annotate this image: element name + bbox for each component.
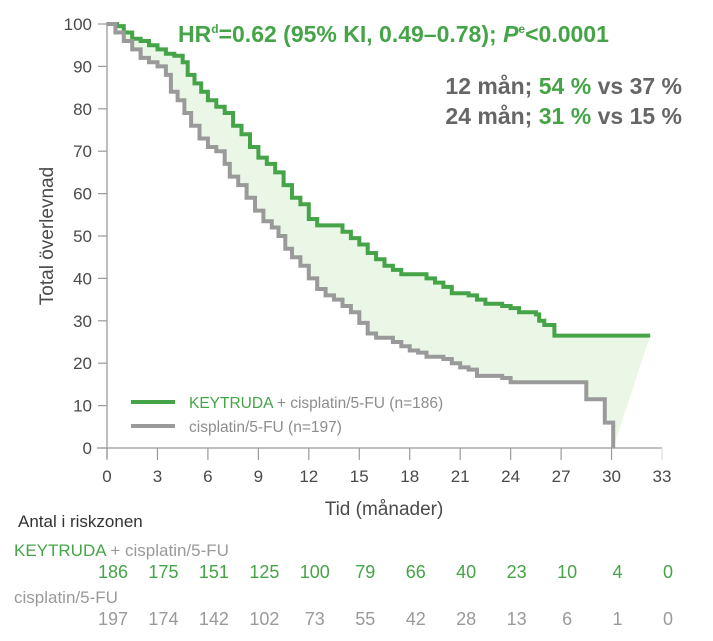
risk-group-label-control: cisplatin/5-FU <box>14 588 118 607</box>
x-axis: 0 3 6 9 12 15 18 21 24 27 30 33 <box>97 447 672 486</box>
x-tick-label: 21 <box>451 467 470 486</box>
legend-keytruda-rest: + cisplatin/5-FU (n=186) <box>273 395 444 412</box>
p-value: <0.0001 <box>525 21 609 47</box>
legend-keytruda-brand: KEYTRUDA <box>189 395 274 412</box>
risk-count: 13 <box>507 609 527 629</box>
legend: KEYTRUDA + cisplatin/5-FU (n=186) cispla… <box>131 395 443 436</box>
risk-count: 4 <box>613 562 623 582</box>
x-axis-title: Tid (månader) <box>325 499 444 520</box>
risk-table-title: Antal i riskzonen <box>18 512 143 531</box>
x-tick-label: 27 <box>552 467 571 486</box>
y-tick-label: 100 <box>64 15 92 34</box>
risk-keytruda-rest: + cisplatin/5-FU <box>106 541 229 560</box>
rate-24m-keytruda: 31 % <box>539 103 591 129</box>
legend-label-keytruda: KEYTRUDA + cisplatin/5-FU (n=186) <box>189 395 443 412</box>
p-sup: e <box>518 22 525 36</box>
risk-count: 66 <box>406 562 426 582</box>
p-label: P <box>503 21 519 47</box>
y-tick-label: 30 <box>73 312 92 331</box>
risk-count: 151 <box>199 562 229 582</box>
y-tick-label: 60 <box>73 185 92 204</box>
x-tick-label: 18 <box>400 467 419 486</box>
y-tick-label: 0 <box>83 439 92 458</box>
rate-12m: 12 mån; 54 % vs 37 % <box>445 73 682 99</box>
risk-count: 174 <box>148 609 178 629</box>
y-tick-label: 20 <box>73 354 92 373</box>
curve-control <box>107 22 616 448</box>
x-tick-label: 15 <box>350 467 369 486</box>
x-tick-label: 33 <box>653 467 672 486</box>
rate-12m-keytruda: 54 % <box>539 73 591 99</box>
risk-count: 186 <box>98 562 128 582</box>
risk-row-keytruda: 186 175 151 125 100 79 66 40 23 10 4 0 <box>98 562 673 582</box>
y-tick-label: 90 <box>73 57 92 76</box>
risk-group-label-keytruda: KEYTRUDA + cisplatin/5-FU <box>14 541 229 560</box>
risk-count: 10 <box>557 562 577 582</box>
risk-count: 142 <box>199 609 229 629</box>
risk-count: 102 <box>249 609 279 629</box>
x-tick-label: 30 <box>602 467 621 486</box>
y-tick-label: 70 <box>73 142 92 161</box>
risk-count: 73 <box>305 609 325 629</box>
risk-count: 0 <box>663 609 673 629</box>
legend-label-control: cisplatin/5-FU (n=197) <box>189 419 342 436</box>
x-tick-label: 9 <box>254 467 263 486</box>
risk-count: 28 <box>456 609 476 629</box>
risk-count: 175 <box>148 562 178 582</box>
x-tick-label: 24 <box>501 467 520 486</box>
risk-count: 55 <box>355 609 375 629</box>
risk-count: 100 <box>300 562 330 582</box>
y-tick-label: 40 <box>73 269 92 288</box>
x-tick-label: 12 <box>299 467 318 486</box>
y-tick-label: 50 <box>73 227 92 246</box>
y-tick-label: 10 <box>73 397 92 416</box>
risk-count: 125 <box>249 562 279 582</box>
hr-value: =0.62 (95% KI, 0.49–0.78); <box>219 21 503 47</box>
risk-count: 197 <box>98 609 128 629</box>
x-tick-label: 0 <box>102 467 111 486</box>
rate-24m-vs: vs <box>591 103 629 129</box>
risk-count: 0 <box>663 562 673 582</box>
hr-label: HR <box>178 21 212 47</box>
x-tick-label: 6 <box>203 467 212 486</box>
rate-24m: 24 mån; 31 % vs 15 % <box>445 103 682 129</box>
hr-sup: d <box>211 22 218 36</box>
curve-keytruda <box>107 22 651 338</box>
rate-12m-label: 12 mån; <box>445 73 538 99</box>
risk-keytruda-brand: KEYTRUDA <box>14 541 107 560</box>
risk-count: 6 <box>562 609 572 629</box>
rate-12m-control: 37 % <box>630 73 682 99</box>
risk-count: 79 <box>355 562 375 582</box>
risk-count: 1 <box>613 609 623 629</box>
y-axis-title: Total överlevnad <box>37 167 58 305</box>
x-tick-label: 3 <box>153 467 162 486</box>
rate-12m-vs: vs <box>591 73 629 99</box>
hr-annotation: HRd=0.62 (95% KI, 0.49–0.78); Pe<0.0001 <box>178 21 609 47</box>
risk-count: 40 <box>456 562 476 582</box>
y-tick-label: 80 <box>73 100 92 119</box>
rate-24m-label: 24 mån; <box>445 103 538 129</box>
risk-count: 42 <box>406 609 426 629</box>
survival-difference-band <box>107 24 651 448</box>
risk-table: Antal i riskzonen KEYTRUDA + cisplatin/5… <box>14 512 673 629</box>
risk-count: 23 <box>507 562 527 582</box>
risk-row-control: 197 174 142 102 73 55 42 28 13 6 1 0 <box>98 609 673 629</box>
rate-24m-control: 15 % <box>630 103 682 129</box>
y-axis: 0 10 20 30 40 50 60 70 80 90 100 <box>64 15 108 458</box>
